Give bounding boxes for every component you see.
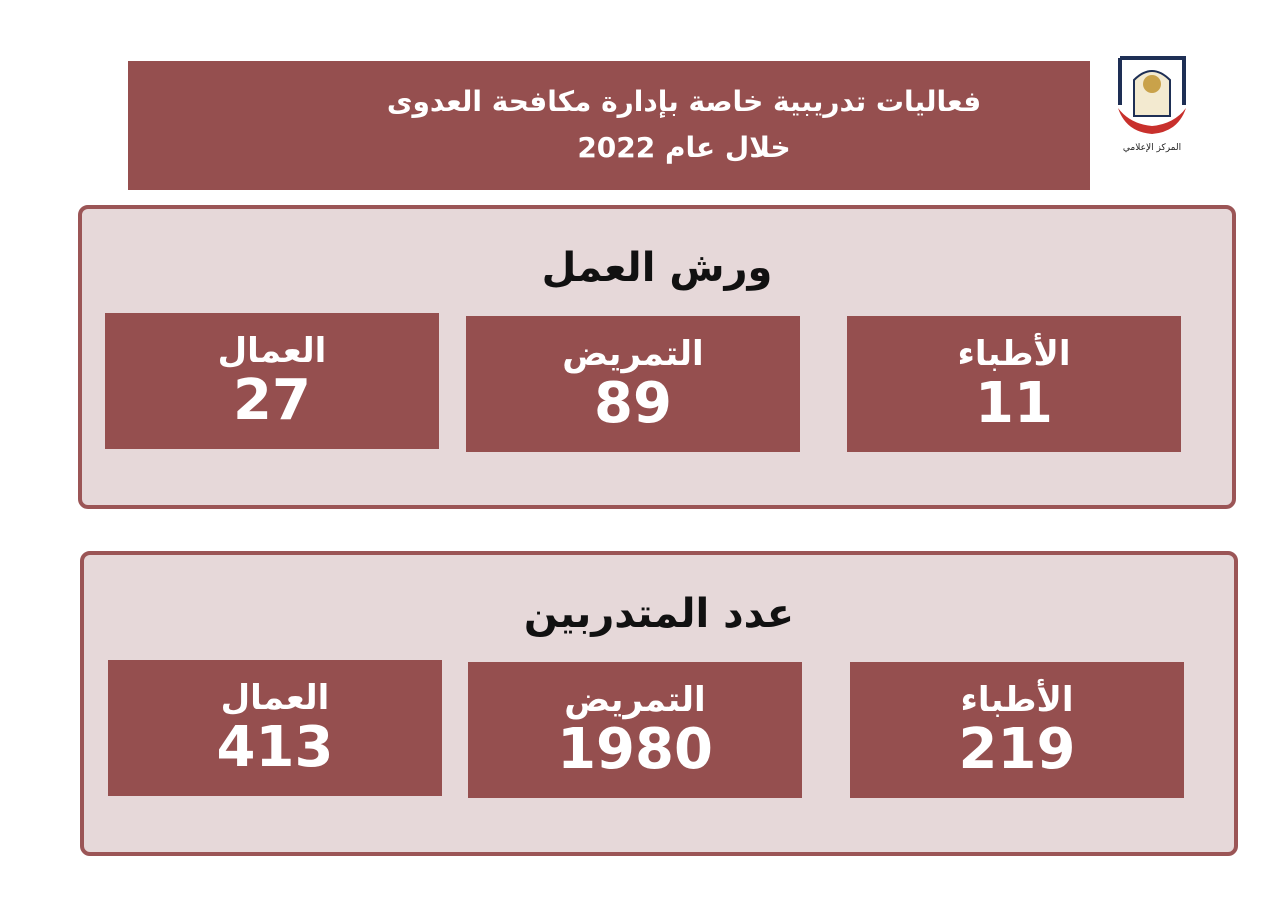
- stat-doctors: الأطباء 219: [850, 662, 1184, 798]
- stat-value: 27: [233, 368, 311, 433]
- stat-doctors: الأطباء 11: [847, 316, 1181, 452]
- svg-text:المركز الإعلامي: المركز الإعلامي: [1123, 143, 1181, 153]
- trainees-heading: عدد المتدربين: [523, 591, 795, 637]
- stat-workers: العمال 27: [105, 313, 439, 449]
- page-title: فعاليات تدريبية خاصة بإدارة مكافحة العدو…: [128, 61, 1090, 190]
- stat-label: الأطباء: [960, 680, 1074, 720]
- stat-value: 413: [216, 715, 334, 780]
- stat-label: العمال: [217, 331, 327, 371]
- workshops-panel: ورش العمل الأطباء 11 التمريض 89 العمال 27: [78, 205, 1236, 509]
- title-line-1: فعاليات تدريبية خاصة بإدارة مكافحة العدو…: [386, 85, 982, 118]
- stat-label: التمريض: [564, 680, 706, 720]
- stat-nursing: التمريض 89: [466, 316, 800, 452]
- stat-value: 219: [958, 717, 1076, 782]
- stat-label: العمال: [220, 678, 330, 718]
- workshops-heading: ورش العمل: [541, 245, 773, 291]
- trainees-panel: عدد المتدربين الأطباء 219 التمريض 1980 الع…: [80, 551, 1238, 856]
- title-line-2: خلال عام 2022: [577, 131, 791, 164]
- stat-label: الأطباء: [957, 334, 1071, 374]
- media-center-logo-icon: المركز الإعلامي: [1118, 56, 1186, 153]
- stat-workers: العمال 413: [108, 660, 442, 796]
- stat-label: التمريض: [562, 334, 704, 374]
- stat-value: 89: [594, 371, 672, 436]
- stat-nursing: التمريض 1980: [468, 662, 802, 798]
- stat-value: 11: [975, 371, 1053, 436]
- stat-value: 1980: [557, 717, 713, 782]
